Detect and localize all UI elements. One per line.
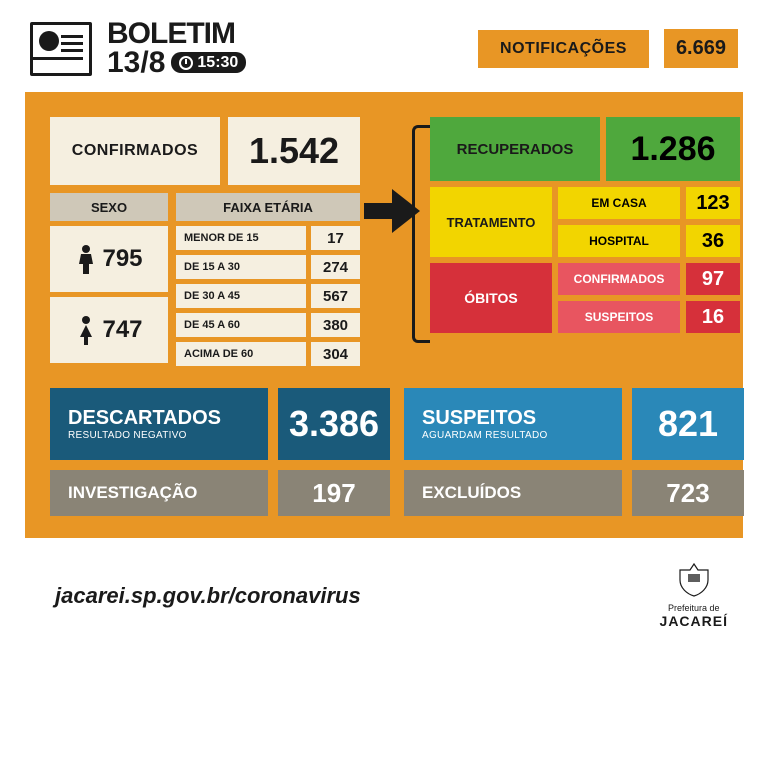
bulletin-icon bbox=[30, 22, 92, 76]
age-value-0: 17 bbox=[311, 226, 360, 250]
crest-icon bbox=[674, 562, 714, 603]
age-row-4: ACIMA DE 60 304 bbox=[176, 342, 360, 366]
discarded-value: 3.386 bbox=[278, 388, 390, 460]
age-label-2: DE 30 A 45 bbox=[176, 284, 306, 308]
discarded-label: DESCARTADOS bbox=[68, 407, 268, 430]
notifications-value: 6.669 bbox=[664, 29, 738, 68]
treatment-label: TRATAMENTO bbox=[430, 187, 552, 257]
confirmed-value: 1.542 bbox=[228, 117, 360, 185]
title-block: BOLETIM 13/8 15:30 bbox=[107, 20, 246, 77]
age-row-3: DE 45 A 60 380 bbox=[176, 313, 360, 337]
header-bar: BOLETIM 13/8 15:30 NOTIFICAÇÕES 6.669 bbox=[0, 0, 768, 92]
footer-url: jacarei.sp.gov.br/coronavirus bbox=[55, 583, 361, 609]
sex-female-value: 747 bbox=[102, 316, 142, 344]
age-header: FAIXA ETÁRIA bbox=[176, 193, 360, 221]
deaths-confirmed-row: CONFIRMADOS 97 bbox=[558, 263, 740, 295]
discarded-label-box: DESCARTADOS RESULTADO NEGATIVO bbox=[50, 388, 268, 460]
investigation-row: INVESTIGAÇÃO 197 bbox=[50, 470, 390, 516]
bracket-icon bbox=[412, 125, 430, 343]
discarded-row: DESCARTADOS RESULTADO NEGATIVO 3.386 bbox=[50, 388, 390, 460]
time-pill: 15:30 bbox=[171, 52, 246, 73]
age-value-2: 567 bbox=[311, 284, 360, 308]
lower-grid: DESCARTADOS RESULTADO NEGATIVO 3.386 INV… bbox=[50, 388, 718, 516]
city-logo: Prefeitura de JACAREÍ bbox=[660, 562, 728, 629]
sex-header: SEXO bbox=[50, 193, 168, 221]
logo-line1: Prefeitura de bbox=[668, 603, 720, 613]
demographics-row: SEXO 795 747 FAIXA ETÁRIA MENOR DE 15 17 bbox=[50, 193, 360, 366]
age-label-3: DE 45 A 60 bbox=[176, 313, 306, 337]
notifications-label: NOTIFICAÇÕES bbox=[478, 30, 649, 68]
suspected-label: SUSPEITOS bbox=[422, 407, 622, 430]
bulletin-date-row: 13/8 15:30 bbox=[107, 49, 246, 78]
age-row-1: DE 15 A 30 274 bbox=[176, 255, 360, 279]
age-label-0: MENOR DE 15 bbox=[176, 226, 306, 250]
lower-right-column: SUSPEITOS AGUARDAM RESULTADO 821 EXCLUÍD… bbox=[404, 388, 744, 516]
clock-icon bbox=[179, 56, 193, 70]
excluded-label: EXCLUÍDOS bbox=[404, 470, 622, 516]
treatment-home-label: EM CASA bbox=[558, 187, 680, 219]
female-icon bbox=[75, 315, 97, 345]
suspected-value: 821 bbox=[632, 388, 744, 460]
age-row-2: DE 30 A 45 567 bbox=[176, 284, 360, 308]
deaths-suspected-label: SUSPEITOS bbox=[558, 301, 680, 333]
recovered-row: RECUPERADOS 1.286 bbox=[430, 117, 740, 181]
lower-left-column: DESCARTADOS RESULTADO NEGATIVO 3.386 INV… bbox=[50, 388, 390, 516]
bulletin-date: 13/8 bbox=[107, 49, 165, 78]
sex-male-value: 795 bbox=[102, 245, 142, 273]
suspected-row: SUSPEITOS AGUARDAM RESULTADO 821 bbox=[404, 388, 744, 460]
deaths-row: ÓBITOS CONFIRMADOS 97 SUSPEITOS 16 bbox=[430, 263, 740, 333]
main-panel: CONFIRMADOS 1.542 SEXO 795 747 FAIXA bbox=[25, 92, 743, 538]
treatment-hospital-value: 36 bbox=[686, 225, 740, 257]
discarded-sub: RESULTADO NEGATIVO bbox=[68, 430, 268, 441]
age-value-4: 304 bbox=[311, 342, 360, 366]
deaths-sub: CONFIRMADOS 97 SUSPEITOS 16 bbox=[558, 263, 740, 333]
deaths-suspected-row: SUSPEITOS 16 bbox=[558, 301, 740, 333]
deaths-confirmed-value: 97 bbox=[686, 263, 740, 295]
age-column: FAIXA ETÁRIA MENOR DE 15 17 DE 15 A 30 2… bbox=[176, 193, 360, 366]
upper-grid: CONFIRMADOS 1.542 SEXO 795 747 FAIXA bbox=[50, 117, 718, 366]
age-label-1: DE 15 A 30 bbox=[176, 255, 306, 279]
confirmed-row: CONFIRMADOS 1.542 bbox=[50, 117, 360, 185]
recovered-label: RECUPERADOS bbox=[430, 117, 600, 181]
age-row-0: MENOR DE 15 17 bbox=[176, 226, 360, 250]
investigation-label: INVESTIGAÇÃO bbox=[50, 470, 268, 516]
age-label-4: ACIMA DE 60 bbox=[176, 342, 306, 366]
suspected-sub: AGUARDAM RESULTADO bbox=[422, 430, 622, 441]
confirmed-column: CONFIRMADOS 1.542 SEXO 795 747 FAIXA bbox=[50, 117, 360, 366]
outcomes-column: RECUPERADOS 1.286 TRATAMENTO EM CASA 123… bbox=[430, 117, 740, 366]
treatment-sub: EM CASA 123 HOSPITAL 36 bbox=[558, 187, 740, 257]
investigation-value: 197 bbox=[278, 470, 390, 516]
age-value-1: 274 bbox=[311, 255, 360, 279]
treatment-hospital-row: HOSPITAL 36 bbox=[558, 225, 740, 257]
excluded-value: 723 bbox=[632, 470, 744, 516]
suspected-label-box: SUSPEITOS AGUARDAM RESULTADO bbox=[404, 388, 622, 460]
bulletin-title: BOLETIM bbox=[107, 20, 246, 49]
age-value-3: 380 bbox=[311, 313, 360, 337]
treatment-home-row: EM CASA 123 bbox=[558, 187, 740, 219]
deaths-confirmed-label: CONFIRMADOS bbox=[558, 263, 680, 295]
bulletin-time: 15:30 bbox=[197, 55, 238, 70]
sex-female-row: 747 bbox=[50, 297, 168, 363]
sex-male-row: 795 bbox=[50, 226, 168, 292]
male-icon bbox=[75, 244, 97, 274]
deaths-suspected-value: 16 bbox=[686, 301, 740, 333]
recovered-value: 1.286 bbox=[606, 117, 740, 181]
confirmed-label: CONFIRMADOS bbox=[50, 117, 220, 185]
treatment-hospital-label: HOSPITAL bbox=[558, 225, 680, 257]
treatment-home-value: 123 bbox=[686, 187, 740, 219]
deaths-label: ÓBITOS bbox=[430, 263, 552, 333]
logo-line2: JACAREÍ bbox=[660, 613, 728, 629]
excluded-row: EXCLUÍDOS 723 bbox=[404, 470, 744, 516]
sex-column: SEXO 795 747 bbox=[50, 193, 168, 366]
treatment-row: TRATAMENTO EM CASA 123 HOSPITAL 36 bbox=[430, 187, 740, 257]
footer: jacarei.sp.gov.br/coronavirus Prefeitura… bbox=[0, 538, 768, 629]
